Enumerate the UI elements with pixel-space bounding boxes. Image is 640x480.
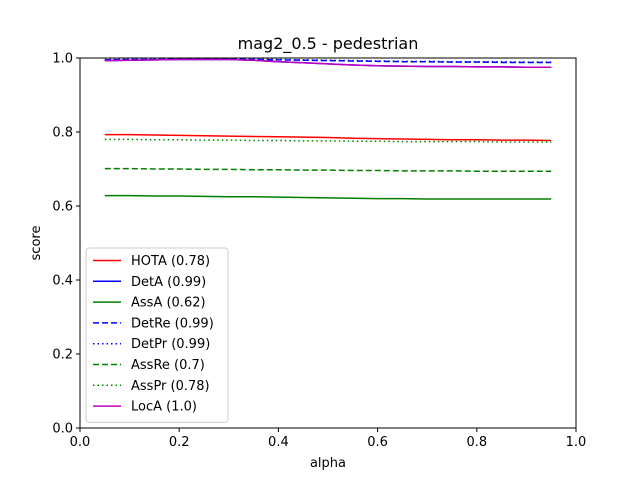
- y-tick-label: 0.4: [52, 274, 73, 289]
- legend-label: AssA (0.62): [131, 296, 206, 311]
- x-tick-label: 0.0: [70, 435, 91, 450]
- x-tick-label: 0.4: [268, 435, 289, 450]
- legend-label: AssPr (0.78): [131, 379, 210, 394]
- legend-label: LocA (1.0): [131, 400, 197, 415]
- legend-label: DetPr (0.99): [131, 337, 210, 352]
- legend: HOTA (0.78) DetA (0.99) AssA (0.62) DetRe (…: [85, 247, 229, 423]
- x-tick-label: 0.2: [169, 435, 190, 450]
- x-tick-label: 1.0: [566, 435, 587, 450]
- x-tick-label: 0.8: [466, 435, 487, 450]
- series-layer: [104, 57, 552, 200]
- y-tick-label: 0.0: [52, 422, 73, 437]
- y-axis-label: score: [29, 226, 44, 261]
- chart-title: mag2_0.5 - pedestrian: [238, 34, 419, 54]
- legend-label: AssRe (0.7): [131, 358, 205, 373]
- legend-label: HOTA (0.78): [131, 254, 210, 269]
- legend-box: [85, 247, 229, 423]
- legend-label: DetA (0.99): [131, 275, 206, 290]
- x-axis: 0.0 0.2 0.4 0.6 0.8 1.0: [70, 428, 587, 450]
- series-line-2: [104, 194, 552, 200]
- x-axis-label: alpha: [310, 456, 346, 471]
- plot-frame: [79, 57, 577, 429]
- legend-label: DetRe (0.99): [131, 316, 214, 331]
- series-line-0: [104, 133, 552, 142]
- y-tick-label: 0.2: [52, 348, 73, 363]
- y-tick-label: 0.6: [52, 200, 73, 215]
- series-line-5: [104, 167, 552, 172]
- y-axis: 0.0 0.2 0.4 0.6 0.8 1.0: [52, 52, 80, 437]
- y-tick-label: 0.8: [52, 126, 73, 141]
- y-tick-label: 1.0: [52, 52, 73, 67]
- series-line-7: [104, 58, 552, 68]
- x-tick-label: 0.6: [367, 435, 388, 450]
